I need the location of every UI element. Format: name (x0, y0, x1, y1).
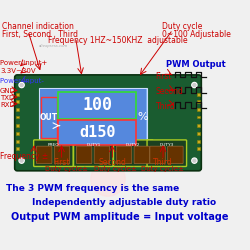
Bar (126, 162, 130, 164)
Text: PWM Output: PWM Output (166, 60, 226, 69)
Text: DUTY3: DUTY3 (160, 143, 174, 147)
Bar (16, 116, 19, 118)
Circle shape (192, 82, 197, 88)
FancyBboxPatch shape (74, 140, 113, 166)
Bar (197, 140, 200, 143)
Circle shape (193, 159, 196, 162)
Bar (16, 140, 19, 143)
FancyBboxPatch shape (114, 140, 153, 166)
Bar (39, 88, 147, 146)
Bar (16, 108, 19, 111)
Circle shape (20, 84, 23, 86)
Text: Output PWM amplitude = Input voltage: Output PWM amplitude = Input voltage (11, 212, 228, 222)
Bar (197, 93, 200, 96)
Circle shape (20, 159, 23, 162)
Bar (58, 120, 136, 145)
Circle shape (91, 162, 125, 196)
Text: TXD: TXD (0, 95, 14, 101)
Text: %: % (138, 112, 148, 122)
Bar (54, 162, 58, 164)
Circle shape (193, 84, 196, 86)
Text: FREQ: FREQ (48, 143, 59, 147)
Bar (108, 162, 112, 164)
FancyBboxPatch shape (168, 146, 183, 164)
Text: GND: GND (0, 88, 16, 94)
Bar (197, 132, 200, 135)
Bar (197, 124, 200, 126)
Text: First: First (156, 72, 172, 81)
Text: DUTY2: DUTY2 (126, 143, 140, 147)
Bar (40, 89, 146, 146)
Text: d150: d150 (79, 125, 116, 140)
FancyBboxPatch shape (36, 146, 52, 164)
FancyBboxPatch shape (134, 146, 150, 164)
Text: 3.3V~30V: 3.3V~30V (0, 68, 36, 74)
FancyBboxPatch shape (147, 140, 186, 166)
Text: Frequency 1HZ~150KHZ  adjustable: Frequency 1HZ~150KHZ adjustable (48, 36, 187, 46)
Text: aliexpress.com: aliexpress.com (39, 44, 68, 48)
Bar (16, 100, 19, 103)
Text: Independently adjustable duty ratio: Independently adjustable duty ratio (32, 198, 216, 207)
Circle shape (19, 82, 24, 88)
Text: DUTY1: DUTY1 (86, 143, 101, 147)
Bar (16, 93, 19, 96)
Bar (42, 97, 56, 138)
FancyBboxPatch shape (94, 146, 110, 164)
Text: Duty cycle±: Duty cycle± (142, 166, 184, 172)
Text: 100: 100 (82, 96, 112, 114)
Circle shape (19, 158, 24, 163)
FancyBboxPatch shape (34, 140, 73, 166)
Text: Third: Third (153, 158, 173, 168)
Text: Frequency ±: Frequency ± (0, 152, 48, 161)
FancyBboxPatch shape (54, 146, 70, 164)
Circle shape (192, 158, 197, 163)
Bar (197, 116, 200, 118)
Bar (16, 124, 19, 126)
FancyBboxPatch shape (76, 146, 92, 164)
Text: Second: Second (98, 158, 126, 168)
Text: The 3 PWM frequency is the same: The 3 PWM frequency is the same (6, 184, 180, 193)
Text: Power input+: Power input+ (0, 60, 47, 66)
FancyBboxPatch shape (116, 146, 132, 164)
Text: Second: Second (156, 87, 184, 96)
Bar (197, 148, 200, 150)
Text: First, Second , Third: First, Second , Third (2, 30, 78, 38)
Bar (197, 108, 200, 111)
Text: Third: Third (156, 102, 175, 111)
Bar (90, 162, 94, 164)
Text: Power input-: Power input- (0, 78, 44, 84)
Bar (72, 162, 76, 164)
Text: Duty cycle±: Duty cycle± (45, 166, 88, 172)
Text: Duty cycle: Duty cycle (162, 22, 202, 32)
Bar (145, 162, 148, 164)
Bar (58, 92, 136, 118)
FancyBboxPatch shape (15, 75, 201, 171)
Text: Channel indication: Channel indication (2, 22, 74, 32)
Bar (16, 148, 19, 150)
Text: First: First (53, 158, 70, 168)
Bar (197, 100, 200, 103)
Bar (16, 132, 19, 135)
Text: OUT: OUT (40, 113, 58, 122)
FancyBboxPatch shape (150, 146, 165, 164)
Text: 0~100 Adjustable: 0~100 Adjustable (162, 30, 231, 38)
Text: RXD: RXD (0, 102, 15, 108)
Text: Duty cycle±: Duty cycle± (94, 166, 137, 172)
